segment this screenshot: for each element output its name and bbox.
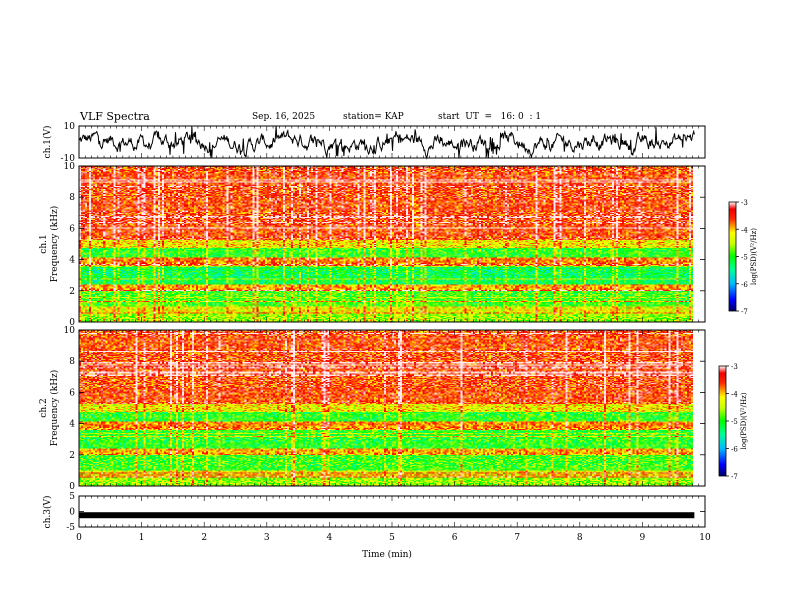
colorbar-tick-label: -5 xyxy=(731,418,738,426)
colorbar-tick-label: -6 xyxy=(741,281,748,289)
ch1-spec-ylabel-1: ch.1 xyxy=(39,234,49,253)
start-time-label: start UT = 16: 0 : 1 xyxy=(438,112,542,122)
ch1-spec-ylabel-2: Frequency (kHz) xyxy=(49,206,60,283)
ch3-wave-ytick-label: -5 xyxy=(66,523,75,533)
colorbar-gradient-2 xyxy=(719,366,726,476)
ch1-spec-ytick-label: 0 xyxy=(69,318,75,328)
xtick-label: 9 xyxy=(640,533,646,543)
colorbar-gradient-1 xyxy=(729,202,736,311)
ch3-wave-ytick-label: 5 xyxy=(69,492,75,502)
ch2-spec-ytick-label: 2 xyxy=(69,451,75,461)
ch2-spec-ytick-label: 0 xyxy=(69,482,75,492)
ch1-spec-ytick-label: 4 xyxy=(69,256,75,266)
ch2-spec-ytick-label: 6 xyxy=(69,388,75,398)
colorbar-tick-label: -4 xyxy=(731,391,738,399)
ch3-wave-ylabel: ch.3(V) xyxy=(42,496,53,529)
ch1-spec-ytick-label: 2 xyxy=(69,287,75,297)
xtick-label: 10 xyxy=(699,533,711,543)
ch2-spec-ylabel-1: ch.2 xyxy=(39,398,49,417)
colorbar-label: log(PSD)(V²/Hz) xyxy=(740,392,748,449)
ch1-spec-ytick-label: 10 xyxy=(64,162,76,172)
spectrogram-image-1 xyxy=(79,166,705,322)
xtick-label: 3 xyxy=(264,533,270,543)
xtick-label: 8 xyxy=(577,533,583,543)
ch1-waveform-line xyxy=(78,125,695,160)
colorbar-tick-label: -4 xyxy=(741,226,748,234)
colorbar-tick-label: -7 xyxy=(731,473,738,481)
xtick-label: 5 xyxy=(389,533,395,543)
colorbar-tick-label: -5 xyxy=(741,254,748,262)
colorbar-tick-label: -3 xyxy=(741,199,748,207)
ch3-waveform-band xyxy=(79,512,695,519)
ch1-spec-ytick-label: 8 xyxy=(69,193,75,203)
ch1-wave-ytick-label: -10 xyxy=(61,154,76,164)
ch1-wave-ytick-label: 10 xyxy=(64,122,76,132)
spectrogram-image-2 xyxy=(79,330,705,486)
ch2-spec-ytick-label: 10 xyxy=(64,326,76,336)
x-axis-label: Time (min) xyxy=(362,549,412,560)
colorbar-tick-label: -3 xyxy=(731,363,738,371)
xtick-label: 0 xyxy=(76,533,82,543)
date-label: Sep. 16, 2025 xyxy=(252,112,316,122)
ch1-wave-ylabel: ch.1(V) xyxy=(42,126,53,159)
ch3-wave-ytick-label: 0 xyxy=(69,508,75,518)
colorbar-label: log(PSD)(V²/Hz) xyxy=(750,228,758,285)
chart-title: VLF Spectra xyxy=(80,110,150,123)
xtick-label: 2 xyxy=(201,533,207,543)
ch2-spec-ytick-label: 8 xyxy=(69,357,75,367)
ch2-spec-ytick-label: 4 xyxy=(69,420,75,430)
colorbar-tick-label: -7 xyxy=(741,308,748,316)
ch1-spec-ytick-label: 6 xyxy=(69,224,75,234)
ch2-spec-ylabel-2: Frequency (kHz) xyxy=(49,370,60,447)
xtick-label: 4 xyxy=(327,533,333,543)
xtick-label: 1 xyxy=(139,533,145,543)
xtick-label: 7 xyxy=(514,533,520,543)
xtick-label: 6 xyxy=(452,533,458,543)
station-label: station= KAP xyxy=(343,112,404,122)
colorbar-tick-label: -6 xyxy=(731,446,738,454)
